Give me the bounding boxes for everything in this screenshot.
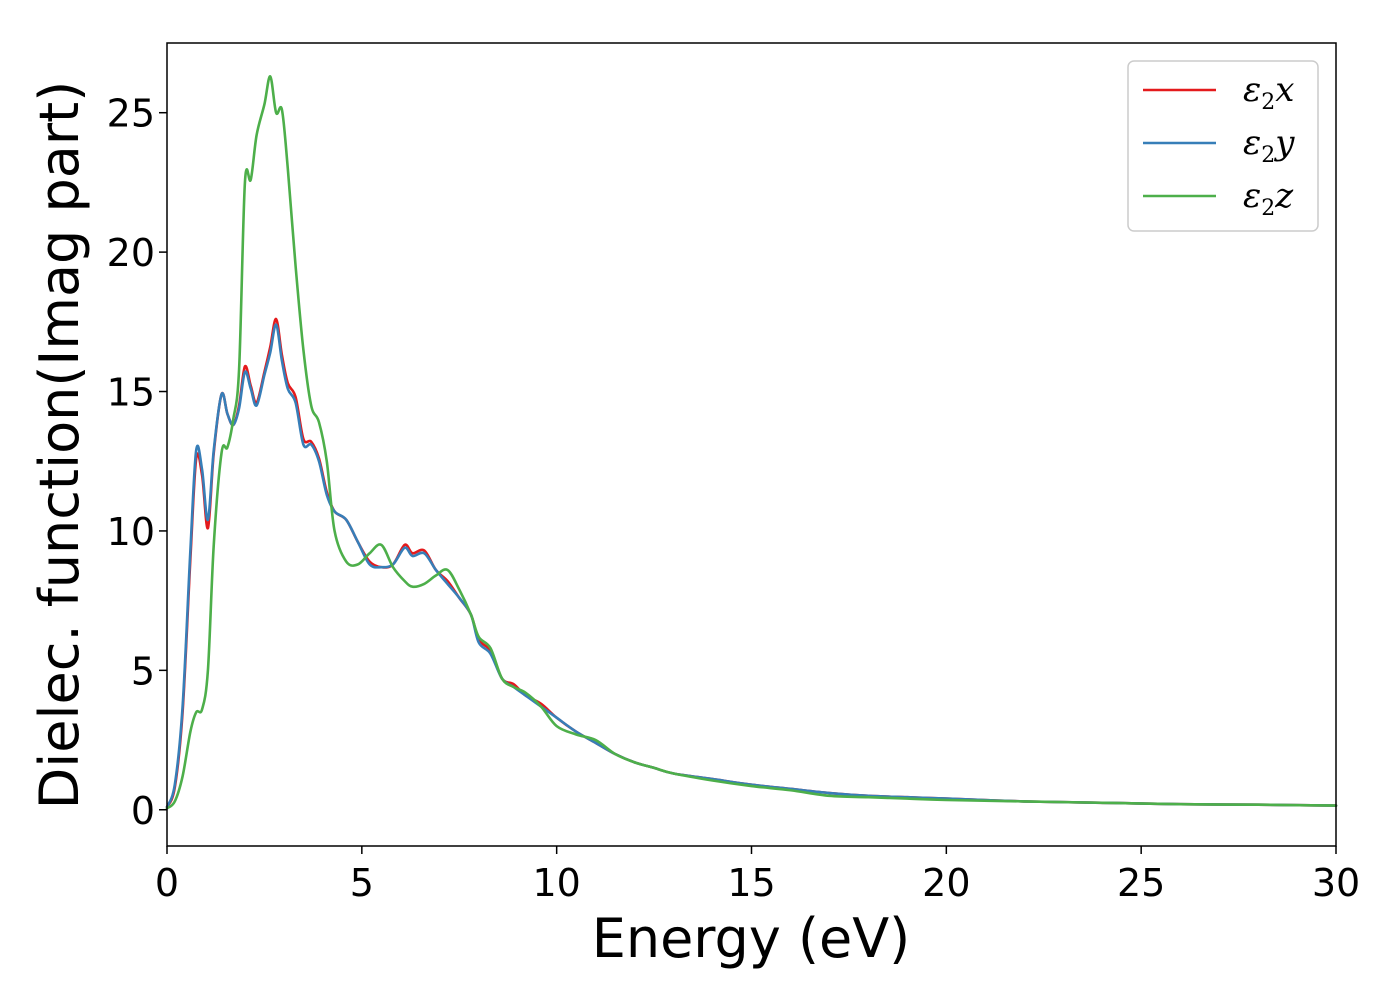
legend-subscript: 2 — [1261, 90, 1275, 115]
x-tick-label: 20 — [922, 861, 970, 905]
x-axis: 0 5 10 15 20 25 30 — [155, 846, 1360, 905]
y-axis-label: Dielec. function(Imag part) — [28, 81, 91, 810]
legend-box — [1127, 60, 1319, 232]
legend-label-x: ε2x — [1243, 70, 1294, 115]
legend-symbol: ε — [1243, 176, 1261, 216]
legend-component: x — [1275, 70, 1294, 110]
x-tick-label: 0 — [155, 861, 179, 905]
legend-subscript: 2 — [1261, 196, 1275, 221]
x-tick-label: 15 — [727, 861, 775, 905]
y-tick-label: 5 — [131, 649, 155, 693]
x-axis-label: Energy (eV) — [592, 907, 911, 970]
series-line-y — [165, 323, 1338, 809]
series-line-z — [165, 75, 1338, 810]
y-tick-label: 20 — [107, 231, 155, 275]
x-tick-label: 10 — [532, 861, 580, 905]
legend-subscript: 2 — [1261, 143, 1275, 168]
y-tick-label: 0 — [131, 789, 155, 833]
x-tick-label: 5 — [350, 861, 374, 905]
legend-symbol: ε — [1243, 70, 1261, 110]
x-tick-label: 30 — [1312, 861, 1360, 905]
x-tick-label: 25 — [1117, 861, 1165, 905]
legend-symbol: ε — [1243, 123, 1261, 163]
legend-label-z: ε2z — [1243, 176, 1294, 221]
series-layer — [165, 75, 1338, 810]
y-tick-label: 10 — [107, 510, 155, 554]
y-tick-label: 15 — [107, 371, 155, 415]
y-tick-label: 25 — [107, 92, 155, 136]
legend-component: y — [1273, 123, 1295, 163]
legend-component: z — [1274, 176, 1294, 216]
y-axis: 0 5 10 15 20 25 — [107, 92, 167, 833]
legend-label-y: ε2y — [1243, 123, 1295, 168]
